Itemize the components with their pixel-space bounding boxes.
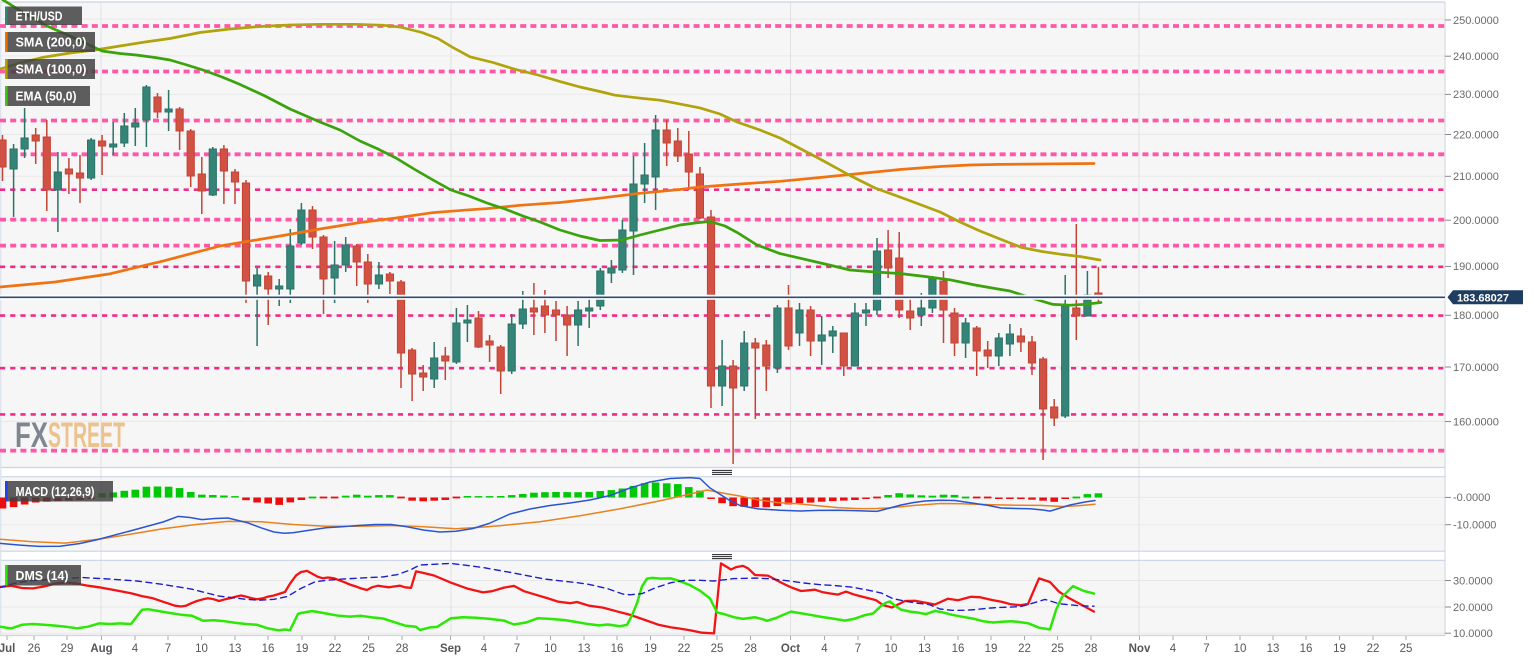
svg-text:Oct: Oct: [781, 643, 800, 655]
svg-text:250.0000: 250.0000: [1453, 15, 1499, 27]
svg-text:4: 4: [1170, 643, 1177, 655]
svg-text:Aug: Aug: [90, 643, 112, 655]
svg-text:7: 7: [514, 643, 520, 655]
svg-text:-10.0000: -10.0000: [1453, 520, 1496, 532]
svg-text:22: 22: [1367, 643, 1380, 655]
svg-text:SMA (200,0): SMA (200,0): [16, 35, 87, 50]
svg-text:16: 16: [262, 643, 275, 655]
svg-text:10: 10: [1234, 643, 1247, 655]
svg-text:7: 7: [855, 643, 861, 655]
svg-text:10: 10: [885, 643, 898, 655]
svg-text:200.0000: 200.0000: [1453, 215, 1499, 227]
svg-text:19: 19: [1333, 643, 1346, 655]
svg-text:22: 22: [678, 643, 691, 655]
svg-text:13: 13: [1267, 643, 1280, 655]
svg-text:210.0000: 210.0000: [1453, 171, 1499, 183]
svg-text:EMA (50,0): EMA (50,0): [16, 89, 77, 104]
svg-text:MACD (12,26,9): MACD (12,26,9): [16, 484, 95, 499]
svg-text:Nov: Nov: [1129, 643, 1151, 655]
svg-text:13: 13: [578, 643, 591, 655]
svg-text:SMA (100,0): SMA (100,0): [16, 62, 87, 77]
svg-text:160.0000: 160.0000: [1453, 416, 1499, 428]
svg-text:STREET: STREET: [48, 416, 125, 455]
svg-text:-0.0000: -0.0000: [1453, 492, 1490, 504]
svg-text:7: 7: [1203, 643, 1209, 655]
svg-text:190.0000: 190.0000: [1453, 261, 1499, 273]
svg-text:26: 26: [28, 643, 41, 655]
svg-text:ETH/USD: ETH/USD: [16, 8, 63, 23]
svg-text:25: 25: [711, 643, 724, 655]
svg-text:13: 13: [229, 643, 242, 655]
svg-text:230.0000: 230.0000: [1453, 89, 1499, 101]
svg-text:Sep: Sep: [440, 643, 461, 655]
svg-text:Jul: Jul: [0, 643, 15, 655]
svg-text:7: 7: [165, 643, 171, 655]
svg-text:4: 4: [821, 643, 828, 655]
svg-text:25: 25: [1051, 643, 1064, 655]
svg-text:20.0000: 20.0000: [1453, 602, 1493, 614]
svg-text:10.0000: 10.0000: [1453, 628, 1493, 640]
svg-text:240.0000: 240.0000: [1453, 51, 1499, 63]
svg-text:170.0000: 170.0000: [1453, 362, 1499, 374]
svg-text:22: 22: [1018, 643, 1031, 655]
svg-text:25: 25: [1400, 643, 1413, 655]
svg-text:220.0000: 220.0000: [1453, 129, 1499, 141]
svg-text:4: 4: [132, 643, 139, 655]
svg-text:180.0000: 180.0000: [1453, 310, 1499, 322]
svg-text:183.68027: 183.68027: [1457, 292, 1509, 304]
svg-text:16: 16: [1300, 643, 1313, 655]
svg-text:10: 10: [195, 643, 208, 655]
svg-text:4: 4: [481, 643, 488, 655]
svg-text:19: 19: [296, 643, 309, 655]
svg-text:16: 16: [952, 643, 965, 655]
svg-text:FX: FX: [15, 416, 48, 455]
svg-text:16: 16: [611, 643, 624, 655]
svg-text:19: 19: [985, 643, 998, 655]
svg-text:13: 13: [918, 643, 931, 655]
svg-text:30.0000: 30.0000: [1453, 575, 1493, 587]
svg-text:22: 22: [329, 643, 342, 655]
svg-text:10: 10: [544, 643, 557, 655]
svg-text:29: 29: [61, 643, 74, 655]
svg-text:28: 28: [744, 643, 757, 655]
svg-text:19: 19: [644, 643, 657, 655]
svg-text:25: 25: [362, 643, 375, 655]
svg-text:28: 28: [396, 643, 409, 655]
svg-text:28: 28: [1085, 643, 1098, 655]
svg-text:DMS (14): DMS (14): [16, 568, 69, 583]
